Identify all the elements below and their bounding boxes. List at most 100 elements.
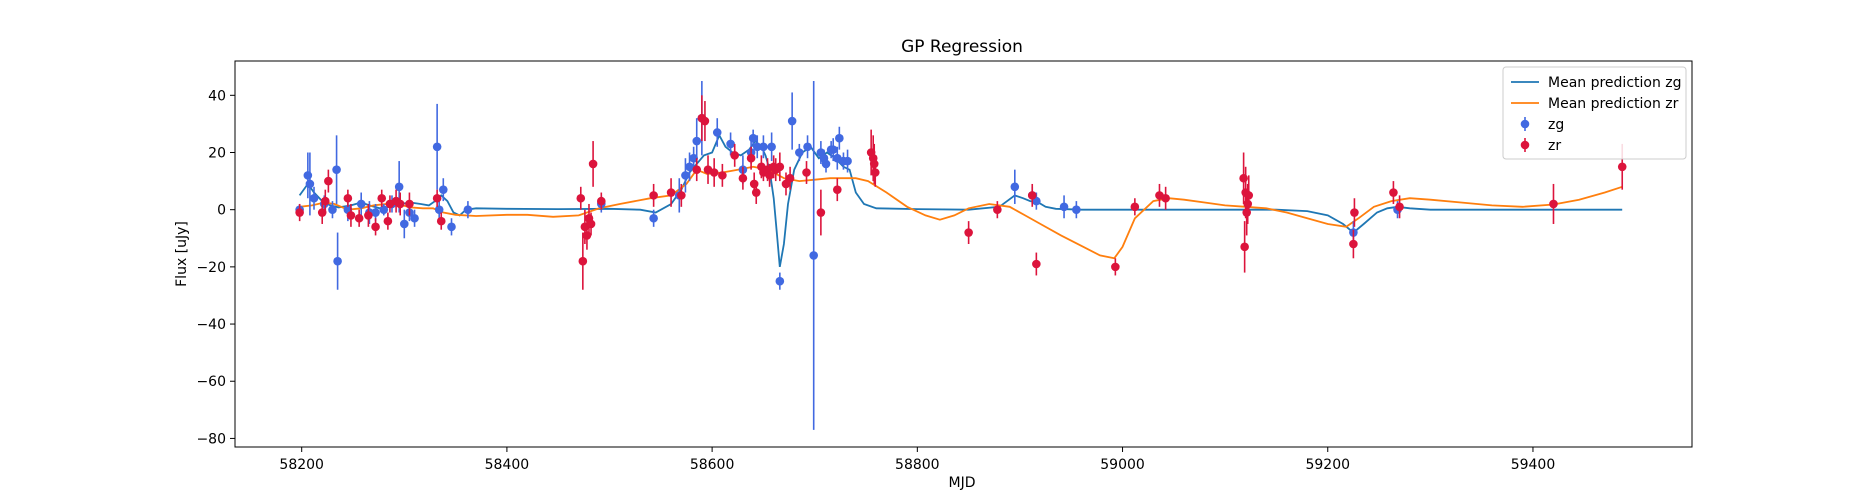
data-point [410,213,419,223]
data-point [578,256,588,266]
series-points-3 [295,95,1627,290]
data-point [1010,182,1020,192]
data-point [1027,191,1037,200]
data-point [649,213,658,223]
y-tick-label: 20 [208,145,226,161]
data-point [1389,188,1398,197]
data-point [597,196,606,206]
data-point [588,159,598,169]
data-point [718,171,727,180]
data-point [582,231,592,240]
data-point [832,185,842,194]
chart-title: GP Regression [901,37,1023,57]
legend: Mean prediction zg Mean prediction zr zg zr [1502,66,1687,160]
data-point [738,173,748,183]
data-point [432,193,442,203]
data-point [828,145,838,154]
data-point [649,191,658,200]
data-point [405,199,414,209]
x-tick-label: 58400 [485,457,530,473]
data-point [371,208,380,217]
data-point [371,222,380,232]
y-axis: −80 −60 −40 −20 0 20 40 [196,88,235,447]
y-tick-label: −80 [196,431,226,447]
data-point [666,188,676,197]
y-tick-label: 0 [217,203,226,219]
data-point [1240,242,1249,252]
data-point [759,142,768,152]
data-point [1032,259,1041,269]
data-point [586,219,596,229]
data-point [432,142,442,152]
data-point [1349,239,1358,249]
data-point [809,251,818,260]
data-point [751,188,761,197]
data-point [1072,205,1081,214]
data-point [1242,208,1251,217]
data-point [993,205,1002,214]
y-tick-label: −60 [196,374,226,390]
plot-frame [234,60,1693,448]
data-point [748,133,758,143]
data-point [816,208,826,217]
legend-entry-label: Mean prediction zg [1548,75,1682,91]
data-point [295,208,304,217]
data-point [395,199,405,209]
data-point [364,211,373,220]
x-axis: 58200 58400 58600 58800 59000 59200 59400 [279,447,1555,473]
data-point [379,205,389,214]
data-point [333,256,342,266]
x-tick-label: 59400 [1511,457,1556,473]
data-point [356,199,366,209]
x-tick-label: 58600 [690,457,735,473]
data-point [843,156,852,166]
data-point [576,193,586,203]
data-point [463,205,473,214]
data-point [438,185,448,194]
data-point [1549,199,1558,209]
data-point [1059,202,1069,212]
legend-marker-swatch [1520,119,1530,129]
data-point [677,191,686,200]
y-tick-label: 40 [208,88,226,104]
data-point [332,165,341,174]
data-point [309,193,319,203]
data-point [689,153,698,163]
data-point [383,216,393,226]
data-point [795,148,804,157]
data-point [320,196,330,206]
data-point [802,168,811,177]
series-line-0 [298,133,1623,268]
data-point [328,205,337,214]
data-point [1244,191,1254,200]
legend-entry-label: zr [1548,138,1561,154]
y-tick-label: −40 [196,317,226,333]
data-point [377,193,387,203]
series-line-1 [299,165,1623,260]
data-point [685,162,694,172]
data-point [765,171,774,180]
data-point [821,159,831,169]
data-point [1130,202,1140,212]
data-point [787,116,797,126]
data-point [1111,262,1120,272]
legend-entry-label: Mean prediction zr [1548,96,1679,112]
data-point [681,171,690,180]
data-point [692,165,702,174]
y-axis-label: Flux [uJy] [174,221,190,287]
data-point [775,162,785,172]
series-points-2 [295,81,1402,430]
data-point [749,179,759,189]
data-point [785,173,795,183]
y-tick-label: −20 [196,260,226,276]
x-tick-label: 58800 [895,457,940,473]
data-point [869,159,879,169]
data-point [746,153,756,163]
data-point [1395,202,1404,212]
data-point [712,128,722,137]
data-point [700,116,710,126]
data-point [394,182,404,192]
x-tick-label: 58200 [279,457,324,473]
data-point [692,136,702,146]
